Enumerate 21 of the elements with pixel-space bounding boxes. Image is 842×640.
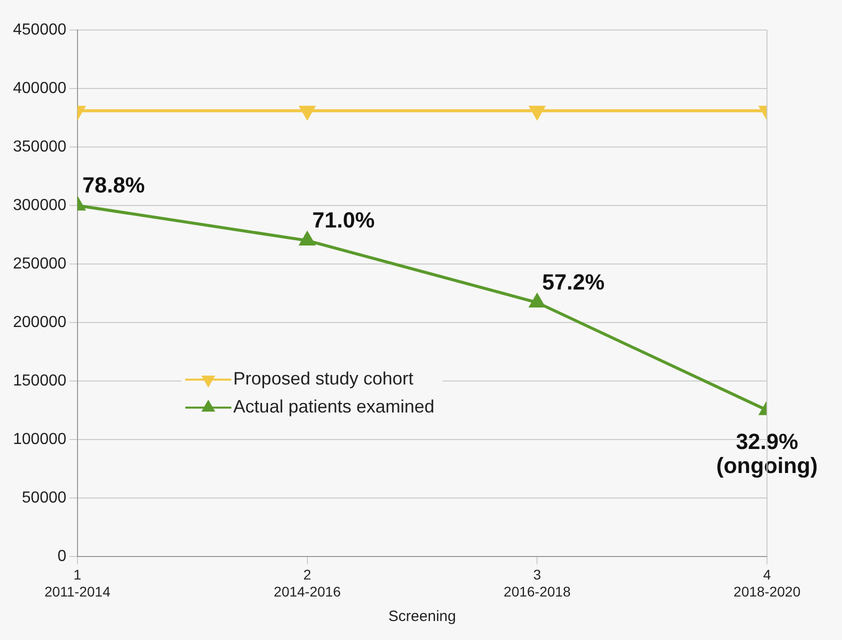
y-tick-label: 450000 xyxy=(13,21,66,38)
x-tick-label: 1 2011-2014 xyxy=(44,566,111,600)
y-tick-label: 350000 xyxy=(13,138,66,156)
legend-label: Actual patients examined xyxy=(233,396,434,417)
x-tick-label: 3 2016-2018 xyxy=(504,566,571,600)
y-tick-label: 50000 xyxy=(22,489,66,506)
y-tick-label: 250000 xyxy=(13,255,66,272)
annotation: 71.0% xyxy=(312,208,375,233)
y-tick-label: 0 xyxy=(57,548,66,565)
legend-label: Proposed study cohort xyxy=(233,368,414,389)
x-tick-label: 2 2014-2016 xyxy=(274,566,341,600)
y-tick-label: 400000 xyxy=(13,80,66,97)
y-tick-label: 200000 xyxy=(13,314,66,331)
annotation: 78.8% xyxy=(82,172,145,198)
x-tick-label: 4 2018-2020 xyxy=(734,566,801,600)
annotation: 32.9% (ongoing) xyxy=(716,429,818,478)
y-tick-label: 150000 xyxy=(13,372,66,390)
y-tick-label: 300000 xyxy=(13,196,66,214)
x-axis-title: Screening xyxy=(388,608,456,626)
annotation: 57.2% xyxy=(542,270,605,295)
y-tick-label: 100000 xyxy=(13,430,66,448)
